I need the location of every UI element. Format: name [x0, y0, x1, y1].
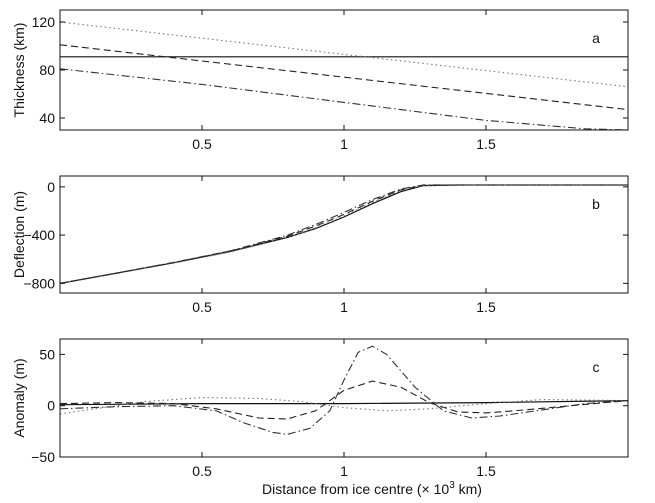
panel-b-frame	[59, 175, 629, 294]
panel-a-ytick-label: 120	[32, 14, 56, 30]
panel-b-xtick-label: 1.5	[476, 299, 496, 315]
panel-a-ytick-label: 80	[39, 62, 55, 78]
panel-b-ylabel: Deflection (m)	[11, 191, 27, 278]
panel-c-ytick-label: −50	[31, 449, 55, 465]
panel-a: 0.5 1 1.5 40 80 120 Thickness (km) a	[11, 9, 629, 152]
panel-b-letter: b	[592, 196, 600, 212]
panel-b-series-dotted	[60, 184, 628, 284]
panel-a-xtick-label: 1.5	[476, 136, 496, 152]
panel-c-xtick-label: 1.5	[476, 463, 496, 479]
panel-c-series-solid	[60, 400, 628, 406]
panel-a-letter: a	[592, 30, 600, 46]
panel-a-frame	[59, 9, 629, 131]
panel-a-series-dashed	[60, 44, 628, 111]
panel-b: 0.5 1 1.5 −800 −400 0 Deflection (m) b	[11, 175, 629, 315]
panel-a-series-dotted	[60, 21, 628, 88]
panel-c-xtick-label: 1	[340, 463, 348, 479]
panel-c: 0.5 1 1.5 −50 0 50 Anomaly (m) c	[11, 338, 629, 479]
panel-c-ylabel: Anomaly (m)	[11, 358, 27, 437]
panel-b-xtick-label: 0.5	[192, 299, 212, 315]
panel-b-ytick-label: −400	[23, 227, 55, 243]
panel-c-xtick-label: 0.5	[192, 463, 212, 479]
panel-c-ytick-label: 50	[39, 346, 55, 362]
panel-a-ytick-label: 40	[39, 110, 55, 126]
panel-b-series-dashdot	[60, 184, 628, 284]
panel-a-xtick-label: 0.5	[192, 136, 212, 152]
panel-b-xtick-label: 1	[340, 299, 348, 315]
panel-a-ylabel: Thickness (km)	[11, 23, 27, 118]
panel-a-xtick-label: 1	[340, 136, 348, 152]
panel-b-ytick-label: −800	[23, 275, 55, 291]
panel-a-series-dashdot	[60, 68, 628, 130]
panel-c-frame	[59, 338, 629, 458]
panel-c-ytick-label: 0	[47, 398, 55, 414]
panel-c-letter: c	[593, 359, 600, 375]
panel-c-series-dashed	[60, 380, 628, 420]
panel-c-series-dotted	[60, 396, 628, 415]
panel-c-series-dashdot	[60, 345, 628, 435]
x-axis-label: Distance from ice centre (× 103 km)	[262, 480, 482, 497]
panel-b-ytick-label: 0	[47, 179, 55, 195]
